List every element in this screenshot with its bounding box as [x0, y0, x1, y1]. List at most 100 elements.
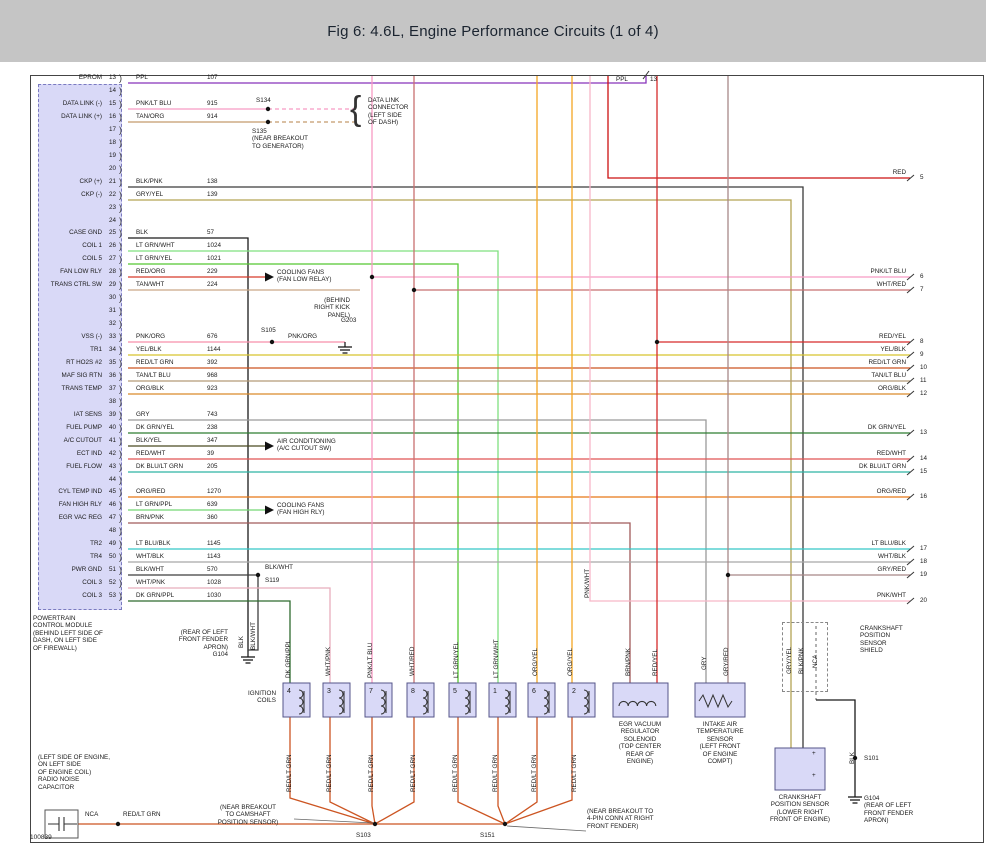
ignition-coils-label: IGNITION COILS — [248, 690, 276, 705]
circuit-number-label: 914 — [207, 112, 218, 120]
wire-color-label: PPL — [616, 76, 628, 83]
ckp-sensor-box — [774, 747, 826, 791]
wire-color-label-vertical: LT GRN/YEL — [453, 641, 460, 678]
pcm-pin-function-label: COIL 5 — [82, 255, 102, 263]
wire-break-mark — [906, 338, 915, 346]
circuit-number-label: 360 — [207, 514, 218, 522]
pcm-pin-function-label: VSS (-) — [81, 333, 102, 341]
splice-s105-label: S105 — [261, 327, 276, 334]
ignition-coil-box — [322, 682, 351, 718]
coil-winding-icon — [504, 689, 511, 715]
wire-color-label: RED/LT GRN — [136, 358, 174, 366]
pcm-pin-number: 18 — [108, 138, 116, 146]
coil-winding-icon — [583, 689, 590, 715]
wire-exit-number: 15 — [920, 468, 928, 475]
wire-color-label: WHT/PNK — [136, 579, 166, 587]
pcm-pin-number: 44 — [108, 475, 116, 483]
wire-color-label: TAN/LT BLU — [136, 371, 171, 379]
wire-color-label: LT GRN/WHT — [136, 242, 175, 250]
pcm-pin-connector: ) — [119, 111, 122, 122]
pcm-pin-function-label: FAN LOW RLY — [60, 268, 102, 276]
pcm-pin-connector: ) — [119, 526, 122, 537]
wire-exit-number: 9 — [920, 351, 924, 358]
capacitor-icon — [48, 817, 77, 831]
pcm-pin-number: 20 — [108, 164, 116, 172]
splice-s119-label: S119 — [265, 577, 280, 584]
wire-color-label: TAN/LT BLU — [871, 372, 906, 379]
wire-color-label: RED/ORG — [136, 268, 166, 276]
pcm-pin-number: 32 — [108, 320, 116, 328]
pcm-pin-connector: ) — [119, 124, 122, 135]
wire-color-label: TAN/ORG — [136, 112, 165, 120]
circuit-number-label: 639 — [207, 501, 218, 509]
wire-color-label: GRY — [136, 410, 150, 418]
coil-winding-icon — [298, 689, 305, 715]
wire-color-label-vertical: RED/LT GRN — [368, 754, 375, 792]
wire-color-label: BLK/WHT — [136, 566, 164, 574]
wire-color-label-vertical: PNK/LT BLU — [367, 642, 374, 678]
coil-number: 8 — [411, 688, 415, 695]
wire-color-label: RED/LT GRN — [868, 359, 906, 366]
coil-number: 7 — [369, 688, 373, 695]
wire-brn-pnk-360 — [128, 522, 631, 684]
pcm-pin-connector: ) — [119, 383, 122, 394]
nca-wire-label: NCA — [85, 811, 99, 818]
wire-color-label: LT BLU/BLK — [871, 540, 906, 547]
pcm-pin-connector: ) — [119, 435, 122, 446]
wire-color-label: LT BLU/BLK — [136, 540, 171, 548]
circuit-number-label: 57 — [207, 229, 215, 237]
ckp-terminal-plus: + — [812, 772, 816, 779]
wire-lines — [78, 75, 910, 832]
wire-color-label-vertical: WHT/PNK — [325, 646, 332, 676]
pcm-pin-number: 17 — [108, 125, 116, 133]
pcm-pin-function-label: TR1 — [90, 346, 102, 353]
wire-color-label-vertical: PNK/WHT — [584, 568, 591, 598]
behind-kick-panel-label: (BEHIND RIGHT KICK PANEL) — [314, 297, 350, 319]
figure-title-bar: Fig 6: 4.6L, Engine Performance Circuits… — [0, 0, 986, 62]
pcm-pin-number: 30 — [108, 294, 116, 302]
pcm-connector-block — [38, 84, 122, 610]
wire-exit-number: 12 — [920, 390, 928, 397]
pcm-pin-number: 15 — [108, 99, 116, 107]
wire-color-label: BLK/WHT — [265, 564, 293, 571]
splice-dot-s105 — [269, 339, 275, 345]
wire-color-label-vertical: WHT/RED — [409, 646, 416, 676]
circuit-number-label: 224 — [207, 281, 218, 289]
wire-color-label: YEL/BLK — [880, 346, 906, 353]
circuit-number-label: 1024 — [207, 242, 222, 250]
pcm-pin-connector: ) — [119, 591, 122, 602]
circuit-number-label: 1030 — [207, 592, 222, 600]
ignition-coil-box — [448, 682, 477, 718]
pcm-pin-connector: ) — [119, 448, 122, 459]
pcm-pin-connector: ) — [119, 345, 122, 355]
wire-color-label: DK BLU/LT GRN — [136, 462, 184, 470]
pcm-pin-number: 48 — [108, 527, 116, 535]
wire-color-label-vertical: RED/LT GRN — [531, 754, 538, 792]
ground-g104-right-label: G104 (REAR OF LEFT FRONT FENDER APRON) — [864, 795, 914, 825]
wire-exit-number: 10 — [920, 364, 928, 371]
circuit-number-label: 205 — [207, 462, 218, 470]
pcm-pin-number: 50 — [108, 553, 116, 561]
ignition-coil-box — [364, 682, 393, 718]
pcm-pin-connector: ) — [119, 500, 122, 511]
coil-winding-icon — [338, 689, 345, 715]
wire-color-label-vertical: GRY — [701, 656, 708, 670]
circuit-number-label: 1270 — [207, 488, 222, 496]
pcm-pin-number: 36 — [108, 371, 116, 379]
wire-color-label: WHT/BLK — [878, 553, 906, 560]
ground-symbol-g104-right — [848, 792, 862, 804]
cooling-fans-high-label: COOLING FANS (FAN HIGH RLY) — [277, 502, 325, 517]
coil-winding-icon — [422, 689, 429, 715]
pcm-pin-function-label: ECT IND — [76, 449, 102, 457]
wire-exit-number: 19 — [920, 571, 928, 578]
pcm-pin-number: 26 — [108, 242, 116, 250]
wire-color-label-vertical: RED/LT GRN — [452, 754, 459, 792]
wire-break-mark — [906, 571, 915, 579]
ignition-coil-box — [488, 682, 517, 718]
figure-number: 100839 — [30, 834, 52, 841]
wire-exit-number: 8 — [920, 338, 924, 345]
splice-dot-red-yel — [654, 339, 660, 345]
wire-break-mark — [906, 429, 915, 437]
splice-dot-gry-red — [725, 572, 731, 578]
ground-g104-left-label: (REAR OF LEFT FRONT FENDER APRON) G104 — [178, 629, 228, 659]
